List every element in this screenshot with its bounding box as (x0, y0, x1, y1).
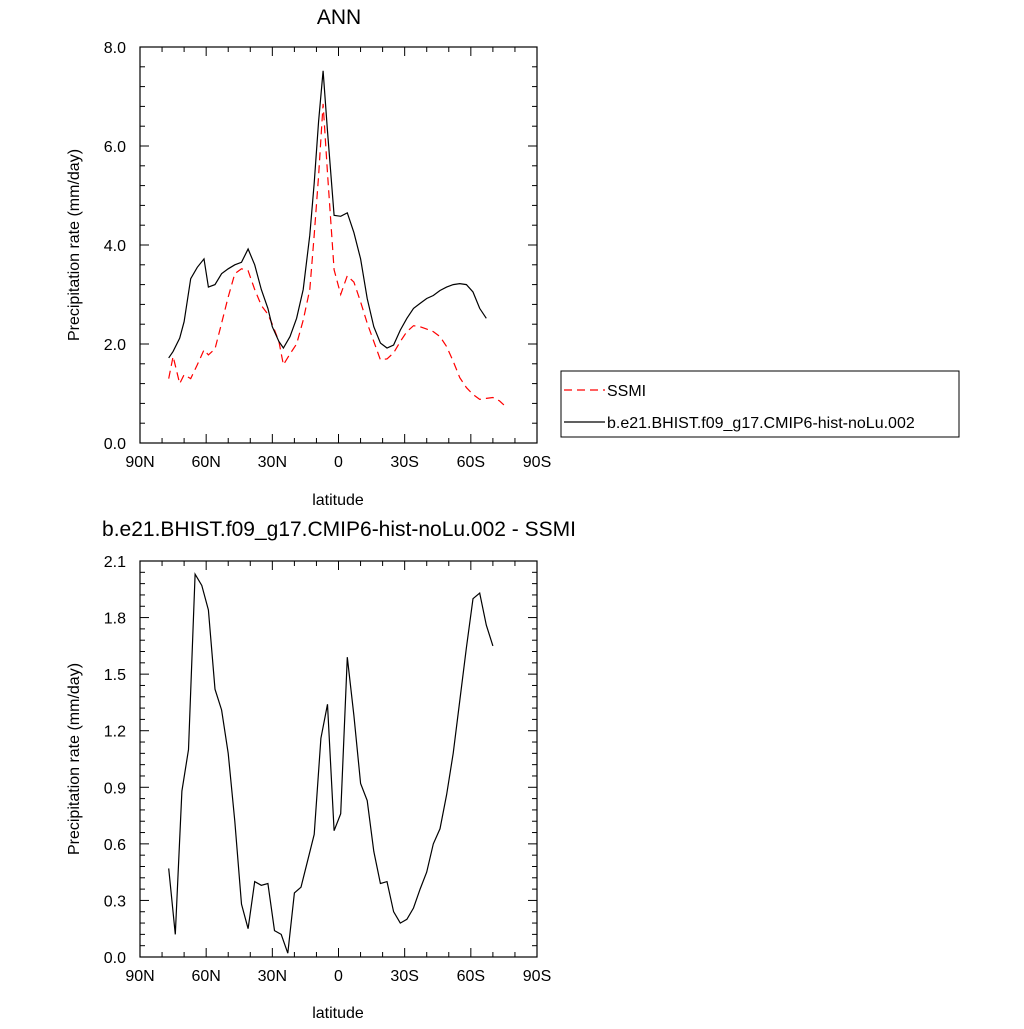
bottom-chart: b.e21.BHIST.f09_g17.CMIP6-hist-noLu.002 … (66, 518, 576, 1022)
top-chart-x-tick-label: 90S (523, 454, 551, 471)
bottom-chart-y-tick-label: 1.5 (104, 667, 126, 684)
bottom-chart-series (168, 572, 494, 954)
bottom-chart-ticks: 90N 60N 30N 0 30S 60S 90S 0.0 0.3 0.6 0.9 1.2 1.5 1.8… (104, 554, 551, 985)
top-chart-y-tick-label: 2.0 (104, 337, 126, 354)
top-chart-xlabel: latitude (312, 492, 364, 509)
top-chart-series (168, 70, 505, 406)
top-chart-series-line-1 (168, 70, 487, 359)
bottom-chart-y-tick-label: 1.2 (104, 724, 126, 741)
bottom-chart-plot-frame (139, 560, 538, 958)
top-chart-x-tick-label: 60S (457, 454, 485, 471)
top-chart-ylabel: Precipitation rate (mm/day) (66, 149, 83, 341)
top-chart-y-tick-label: 0.0 (104, 436, 126, 453)
legend-box (560, 370, 960, 438)
bottom-chart-x-tick-label: 30N (258, 968, 287, 985)
bottom-chart-y-tick-label: 1.8 (104, 611, 126, 628)
bottom-chart-x-tick-label: 90S (523, 968, 551, 985)
top-chart-series-line-0 (168, 103, 505, 406)
top-chart-plot-frame (139, 46, 538, 444)
top-chart-y-tick-label: 8.0 (104, 40, 126, 57)
top-chart-x-tick-label: 30S (390, 454, 418, 471)
top-chart-x-tick-label: 60N (191, 454, 220, 471)
bottom-chart-title: b.e21.BHIST.f09_g17.CMIP6-hist-noLu.002 … (102, 518, 576, 541)
bottom-chart-xlabel: latitude (312, 1005, 364, 1022)
top-chart-title: ANN (317, 6, 361, 29)
bottom-chart-x-tick-label: 60S (457, 968, 485, 985)
bottom-chart-y-tick-label: 0.9 (104, 780, 126, 797)
bottom-chart-x-tick-label: 30S (390, 968, 418, 985)
top-chart-y-tick-label: 4.0 (104, 238, 126, 255)
top-chart: ANN 90N 60N 30N 0 30S 60S 90S 0.0 2.0 4.0 6.0 8.0 l… (66, 6, 960, 509)
bottom-chart-y-tick-label: 2.1 (104, 554, 126, 571)
top-chart-x-tick-label: 0 (334, 454, 343, 471)
bottom-chart-y-tick-label: 0.0 (104, 950, 126, 967)
bottom-chart-y-tick-label: 0.3 (104, 893, 126, 910)
top-chart-ticks: 90N 60N 30N 0 30S 60S 90S 0.0 2.0 4.0 6.0 8.0 (104, 40, 551, 471)
legend: SSMI b.e21.BHIST.f09_g17.CMIP6-hist-noLu… (560, 370, 960, 438)
bottom-chart-y-tick-label: 0.6 (104, 837, 126, 854)
bottom-chart-x-tick-label: 0 (334, 968, 343, 985)
bottom-chart-series-line-0 (168, 572, 494, 954)
bottom-chart-x-tick-label: 60N (191, 968, 220, 985)
legend-label-ssmi: SSMI (607, 383, 646, 400)
top-chart-y-tick-label: 6.0 (104, 139, 126, 156)
bottom-chart-ylabel: Precipitation rate (mm/day) (66, 663, 83, 855)
legend-label-model: b.e21.BHIST.f09_g17.CMIP6-hist-noLu.002 (607, 415, 915, 432)
top-chart-x-tick-label: 90N (125, 454, 154, 471)
top-chart-x-tick-label: 30N (258, 454, 287, 471)
bottom-chart-x-tick-label: 90N (125, 968, 154, 985)
